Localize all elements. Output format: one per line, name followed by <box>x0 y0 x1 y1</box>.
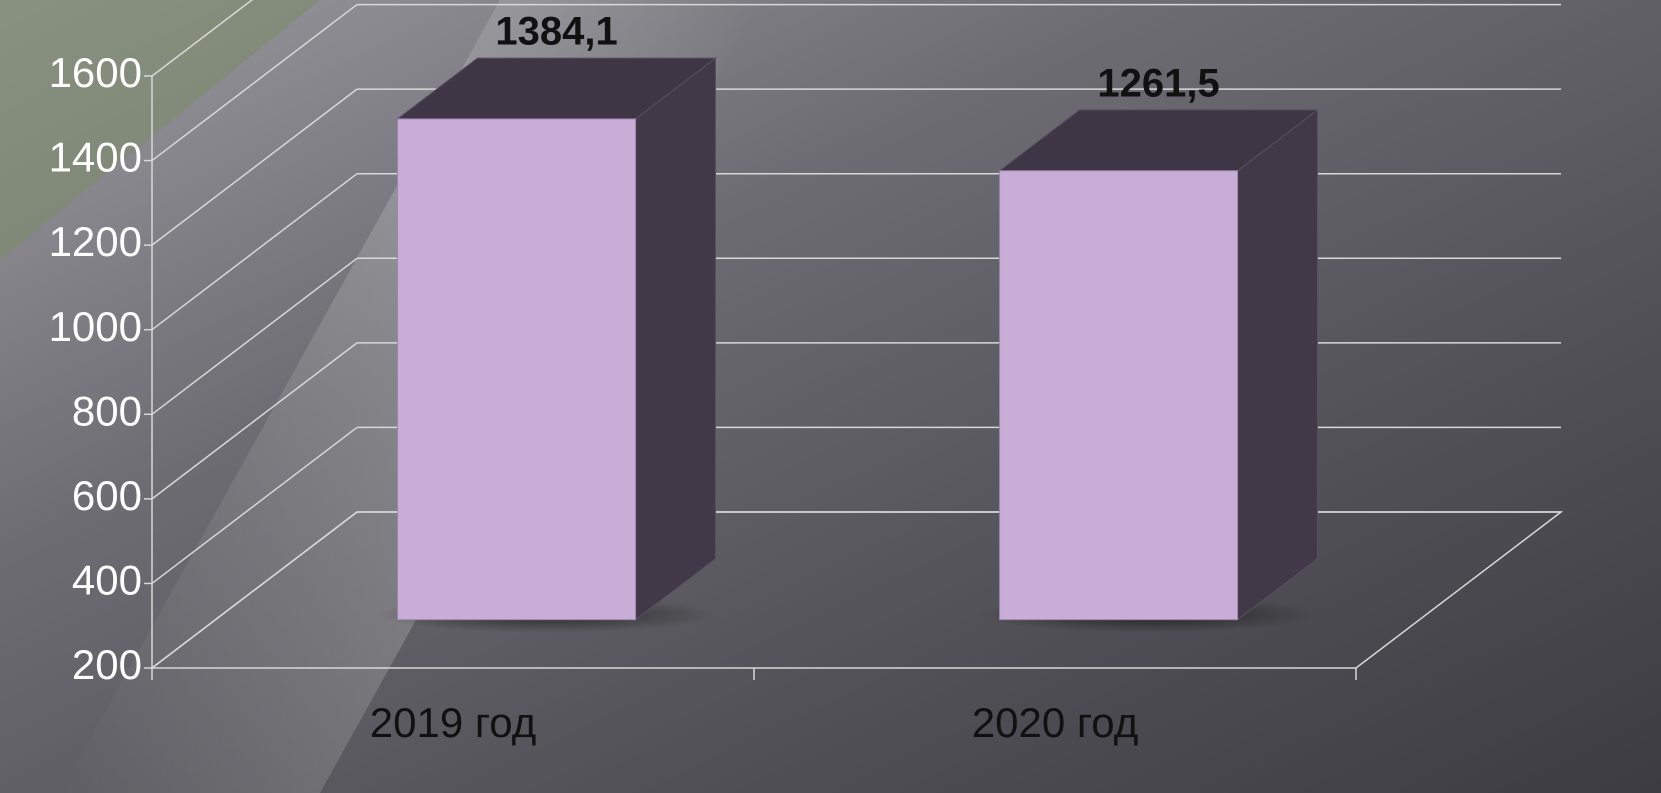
plot: 200 400 600 800 1000 1200 1400 1600 2019 год 1384… <box>49 0 1564 746</box>
value-label: 1261,5 <box>1097 61 1219 105</box>
grid-line-side <box>151 511 358 669</box>
bar <box>397 118 637 621</box>
bar-side <box>635 57 716 621</box>
bar-side <box>1237 108 1318 621</box>
y-tick-label: 1200 <box>49 218 142 265</box>
y-tick-label: 600 <box>72 472 142 519</box>
grid-line-side <box>151 173 358 331</box>
grid-line-side <box>151 88 358 246</box>
grid-line-side <box>151 3 358 162</box>
grid-line-side <box>151 257 358 415</box>
value-label: 1384,1 <box>495 10 617 54</box>
grid-line-side <box>151 426 358 585</box>
y-tick-label: 800 <box>72 387 142 434</box>
photo-corner <box>0 0 320 260</box>
x-tick-label: 2020 год <box>972 699 1138 746</box>
y-tick-label: 1600 <box>49 49 142 96</box>
y-tick-label: 1400 <box>49 134 142 181</box>
y-tick-label: 1000 <box>49 303 142 350</box>
grid-line-side <box>151 342 358 500</box>
x-tick-label: 2019 год <box>370 699 536 746</box>
bar <box>999 170 1239 621</box>
grid-line-side <box>151 0 254 77</box>
y-tick-label: 200 <box>72 641 142 688</box>
y-tick-label: 400 <box>72 557 142 604</box>
